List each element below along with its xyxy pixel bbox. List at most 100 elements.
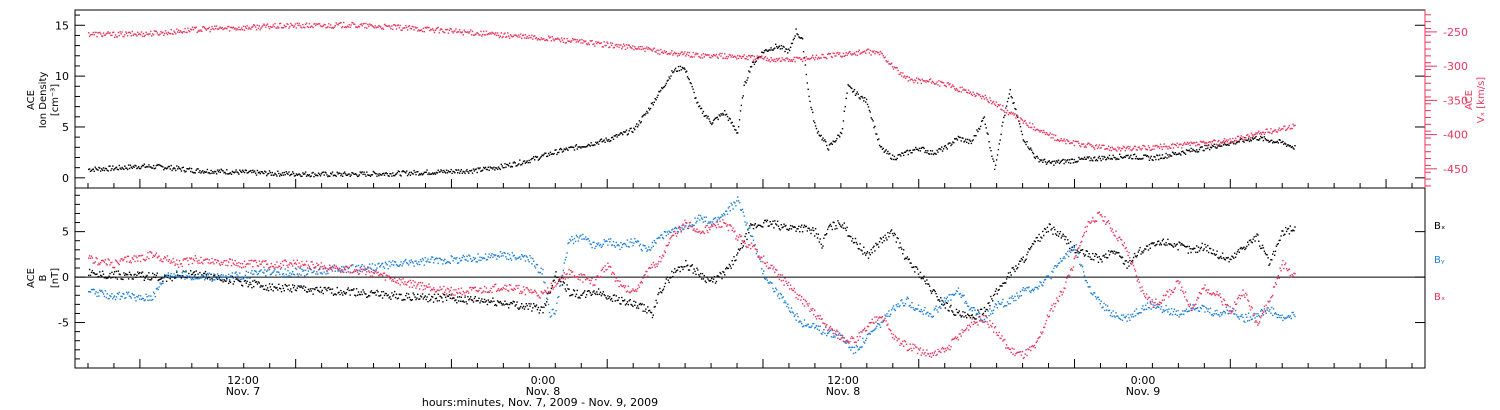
- bottom-point: [580, 294, 582, 296]
- bottom-point: [871, 251, 873, 254]
- bottom-point: [884, 314, 886, 316]
- bottom-point: [1116, 252, 1118, 254]
- bottom-point: [547, 292, 550, 294]
- top-point: [1014, 107, 1016, 110]
- top-point: [721, 52, 723, 55]
- bottom-point: [115, 270, 118, 273]
- bottom-point: [366, 268, 368, 270]
- bottom-point: [389, 265, 391, 267]
- bottom-point: [1278, 239, 1280, 242]
- top-point: [991, 103, 993, 105]
- top-point: [166, 167, 169, 169]
- bottom-point: [687, 264, 689, 266]
- bottom-point: [659, 237, 661, 239]
- top-point: [1004, 114, 1006, 117]
- top-point: [957, 135, 960, 138]
- bottom-point: [1082, 253, 1085, 255]
- top-point: [873, 126, 875, 129]
- top-point: [1040, 160, 1042, 162]
- bottom-point: [190, 278, 193, 281]
- top-point: [933, 152, 935, 155]
- top-point: [325, 27, 327, 29]
- top-point: [1021, 133, 1024, 136]
- bottom-point: [620, 242, 622, 244]
- bottom-point: [755, 252, 757, 255]
- top-point: [351, 172, 353, 174]
- top-point: [151, 35, 153, 37]
- bottom-point: [488, 301, 490, 303]
- bottom-point: [780, 293, 782, 296]
- bottom-point: [692, 224, 694, 226]
- top-point: [1117, 146, 1119, 148]
- bottom-point: [679, 226, 681, 229]
- top-point: [374, 25, 376, 27]
- bottom-point: [161, 277, 163, 279]
- top-point: [132, 165, 134, 168]
- bottom-point: [576, 289, 578, 292]
- bottom-point: [377, 291, 379, 293]
- bottom-point: [1132, 256, 1135, 259]
- bottom-point: [134, 297, 136, 299]
- bottom-point: [496, 300, 499, 302]
- top-point: [553, 40, 555, 42]
- bottom-point: [1066, 243, 1068, 245]
- top-point: [1294, 124, 1296, 126]
- top-point: [965, 89, 967, 91]
- bottom-point: [258, 270, 260, 273]
- top-point: [427, 173, 429, 176]
- top-point: [1210, 143, 1213, 145]
- bottom-point: [1029, 248, 1031, 251]
- bottom-point: [105, 296, 107, 299]
- bottom-point: [261, 286, 263, 288]
- top-point: [599, 42, 602, 44]
- top-point: [1069, 162, 1072, 164]
- bottom-point: [251, 287, 253, 289]
- bottom-point: [852, 237, 854, 240]
- bottom-point: [126, 291, 128, 293]
- bottom-point: [837, 330, 839, 333]
- bottom-point: [740, 242, 743, 245]
- top-ytick-label: 10: [55, 70, 69, 83]
- top-point: [818, 57, 820, 60]
- top-point: [1135, 149, 1138, 151]
- bottom-point: [572, 242, 575, 245]
- bottom-point: [216, 278, 219, 280]
- bottom-point: [907, 297, 909, 300]
- top-point: [622, 46, 624, 48]
- bottom-point: [712, 221, 714, 223]
- bottom-point: [1021, 259, 1024, 261]
- bottom-point: [386, 294, 388, 297]
- top-point: [614, 135, 616, 137]
- bottom-point: [441, 297, 443, 299]
- bottom-point: [668, 281, 670, 284]
- bottom-point: [1048, 223, 1050, 225]
- top-point: [1074, 161, 1076, 163]
- top-point: [1006, 100, 1009, 103]
- top-point: [109, 165, 111, 167]
- top-point: [1107, 156, 1109, 158]
- top-point: [146, 33, 148, 35]
- bottom-point: [862, 337, 864, 340]
- top-point: [163, 34, 165, 37]
- top-point: [527, 162, 529, 164]
- top-point: [1138, 157, 1140, 160]
- top-point: [1267, 131, 1269, 133]
- top-point: [245, 27, 247, 29]
- bottom-point: [461, 256, 463, 259]
- top-point: [181, 167, 183, 169]
- top-point: [315, 24, 317, 27]
- top-point: [280, 174, 283, 176]
- bottom-point: [1158, 240, 1160, 242]
- top-point: [880, 146, 883, 148]
- top-point: [1111, 158, 1113, 160]
- bottom-point: [506, 303, 508, 305]
- bottom-point: [992, 300, 994, 302]
- bottom-point: [783, 223, 785, 225]
- top-point: [811, 108, 813, 111]
- bottom-point: [220, 274, 222, 276]
- bottom-point: [1177, 249, 1179, 251]
- top-point: [584, 146, 586, 148]
- bottom-point: [563, 282, 565, 284]
- top-point: [1171, 143, 1174, 145]
